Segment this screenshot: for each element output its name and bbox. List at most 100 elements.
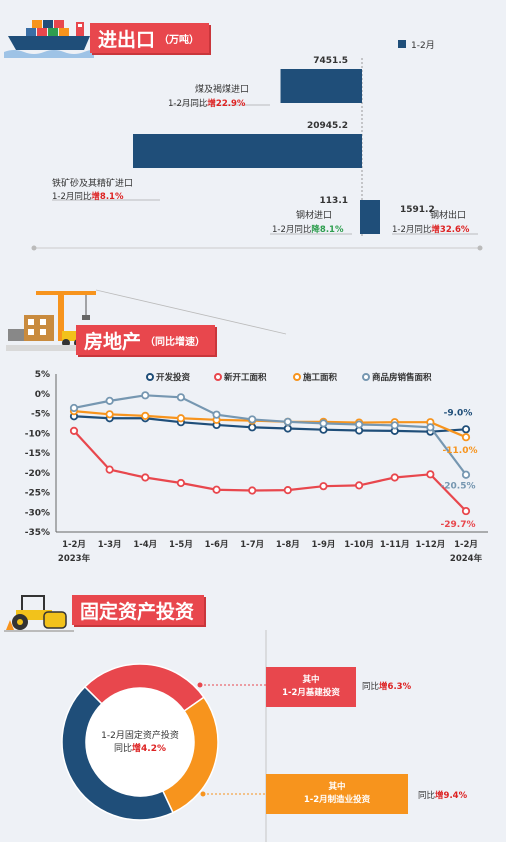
x-tick-label: 1-5月 — [169, 540, 193, 550]
x-tick-label: 1-2月 — [62, 540, 86, 550]
y-tick-label: -25% — [25, 489, 50, 499]
series-point — [283, 424, 292, 433]
trade-value-label-0: 7451.5 — [313, 56, 348, 66]
series-point — [461, 425, 471, 434]
callout-infra-line1: 其中 — [302, 675, 320, 685]
y-tick-label: 5% — [35, 370, 50, 380]
trade-legend-swatch — [398, 40, 406, 48]
series-point — [461, 470, 471, 479]
callout-mfg-line1: 其中 — [328, 782, 346, 792]
trade-bar-2 — [360, 200, 362, 234]
estate-section-title: 房地产 （同比增速） — [76, 325, 216, 355]
legend-label: 商品房销售面积 — [372, 372, 432, 383]
construction-crane-icon — [6, 291, 106, 351]
x-tick-label: 1-9月 — [312, 540, 336, 550]
y-tick-label: -15% — [25, 449, 50, 459]
cargo-ship-icon — [4, 20, 94, 58]
donut-hole — [86, 688, 194, 796]
series-point — [354, 481, 364, 490]
callout-infra-pct: 同比增6.3% — [362, 682, 412, 692]
trade-annotation-steel-import: 1-2月同比降8.1% — [272, 224, 344, 235]
invest-donut-chart: 1-2月固定资产投资 同比增4.2% — [61, 630, 267, 842]
series-point — [212, 410, 221, 419]
trade-title: 进出口 — [98, 28, 156, 51]
trade-value-label-3: 1591.2 — [400, 205, 435, 215]
x-tick-label: 1-6月 — [205, 540, 229, 550]
end-value-label: -20.5% — [441, 482, 476, 492]
trade-category-coal: 煤及褐煤进口 — [195, 83, 249, 95]
series-point — [283, 417, 292, 426]
series-line-0 — [73, 415, 467, 433]
y-tick-label: -35% — [25, 528, 50, 538]
series-point — [248, 415, 257, 424]
x-tick-label: 1-12月 — [415, 540, 445, 550]
trade-category-steel-export: 钢材出口 — [430, 209, 466, 221]
estate-title: 房地产 — [84, 330, 142, 353]
legend-label: 开发投资 — [156, 372, 191, 383]
callout-mfg-line2: 1-2月制造业投资 — [303, 795, 371, 805]
trade-value-label-1: 20945.2 — [307, 121, 348, 131]
estate-unit: （同比增速） — [145, 336, 206, 348]
callout-infra: 其中 1-2月基建投资 — [266, 667, 356, 707]
legend-marker — [214, 373, 222, 381]
legend-marker — [293, 373, 301, 381]
legend-marker — [146, 373, 154, 381]
series-point — [141, 391, 150, 400]
callout-mfg: 其中 1-2月制造业投资 — [266, 774, 408, 814]
trade-section-title: 进出口 （万吨） — [90, 23, 210, 53]
callout-infra-line2: 1-2月基建投资 — [282, 688, 340, 698]
series-line-1 — [73, 430, 467, 512]
trade-unit: （万吨） — [159, 34, 200, 46]
y-tick-label: -30% — [25, 508, 50, 518]
series-point — [69, 426, 79, 435]
y-tick-label: -10% — [25, 429, 50, 439]
series-point — [248, 486, 257, 495]
series-point — [426, 423, 435, 432]
series-point — [105, 396, 114, 405]
trade-bar-chart: 1-2月 7451.5 20945.2 113.1 1591.2 煤及褐煤进口 铁矿砂… — [31, 40, 483, 251]
trade-legend-label: 1-2月 — [411, 40, 435, 51]
series-point — [319, 419, 328, 428]
series-point — [354, 420, 364, 429]
year-label-2024: 2024年 — [450, 553, 483, 564]
series-point — [461, 506, 471, 516]
trade-bar-3 — [362, 200, 380, 234]
end-value-label: -9.0% — [444, 408, 473, 418]
estate-line-chart: 5% 0% -5% -10% -15% -20% -25% -30% -35% 1-2月 1-3月 1… — [25, 370, 488, 564]
trade-annotation-steel-export: 1-2月同比增32.6% — [392, 224, 470, 235]
x-tick-label: 1-4月 — [133, 540, 157, 550]
trade-bar-0 — [280, 69, 362, 103]
end-value-label: -29.7% — [441, 520, 476, 530]
x-tick-label: 1-2月 — [454, 540, 478, 550]
trade-axis-endpoint — [31, 245, 37, 251]
trade-category-steel-import: 钢材进口 — [296, 209, 332, 221]
x-tick-label: 1-11月 — [380, 540, 410, 550]
year-label-2023: 2023年 — [58, 553, 91, 564]
y-tick-label: -5% — [31, 410, 50, 420]
series-point — [283, 486, 292, 495]
invest-title: 固定资产投资 — [80, 600, 195, 623]
legend-label: 新开工面积 — [224, 372, 267, 383]
trade-annotation-coal: 1-2月同比增22.9% — [168, 98, 246, 109]
series-point — [105, 465, 114, 474]
y-tick-label: -20% — [25, 469, 50, 479]
legend-label: 施工面积 — [303, 372, 338, 383]
trade-value-label-2: 113.1 — [320, 196, 348, 206]
series-point — [69, 403, 79, 413]
trade-category-iron: 铁矿砂及其精矿进口 — [52, 177, 133, 189]
crane-cable — [96, 289, 287, 335]
series-line-3 — [73, 394, 467, 476]
series-point — [319, 482, 328, 491]
donut-center-line2: 同比增4.2% — [114, 742, 166, 754]
x-tick-label: 1-3月 — [98, 540, 122, 550]
series-point — [390, 421, 399, 430]
series-point — [248, 423, 257, 432]
invest-section-title: 固定资产投资 — [72, 595, 205, 625]
end-value-label: -11.0% — [443, 446, 478, 456]
series-point — [390, 473, 399, 482]
trade-annotation-iron: 1-2月同比增8.1% — [52, 191, 124, 202]
legend-marker — [362, 373, 370, 381]
series-point — [176, 393, 186, 402]
series-point — [176, 478, 186, 488]
x-tick-label: 1-8月 — [276, 540, 300, 550]
